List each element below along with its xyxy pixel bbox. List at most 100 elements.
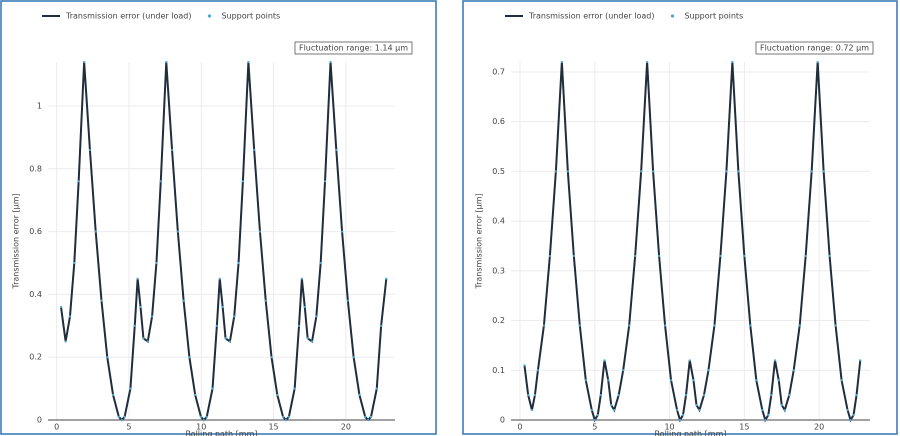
support-point — [590, 408, 593, 412]
support-point — [755, 379, 758, 382]
x-axis-label: Rolling path [mm] — [185, 430, 257, 436]
y-tick-label: 0.5 — [492, 167, 505, 176]
support-point — [767, 413, 770, 417]
support-point — [358, 393, 361, 396]
support-point — [155, 261, 158, 265]
support-point — [199, 415, 203, 418]
support-point — [834, 324, 837, 327]
x-tick-label: 15 — [268, 423, 278, 432]
support-point — [146, 340, 149, 343]
support-point — [202, 418, 205, 422]
x-tick-label: 0 — [54, 423, 59, 432]
support-point — [306, 337, 309, 340]
support-point — [657, 254, 661, 258]
support-point — [840, 379, 843, 382]
support-point — [695, 403, 698, 407]
support-point — [111, 393, 115, 396]
support-point — [142, 337, 145, 340]
x-axis-label: Rolling path [mm] — [654, 430, 726, 436]
support-point — [828, 254, 831, 258]
support-point — [287, 415, 290, 418]
support-point — [788, 394, 791, 397]
support-point — [783, 408, 786, 412]
y-tick-label: 0 — [37, 416, 42, 425]
support-point — [88, 148, 92, 152]
support-point — [73, 261, 76, 265]
support-point — [523, 364, 526, 367]
support-point — [151, 315, 154, 318]
support-point — [159, 180, 162, 183]
support-point — [237, 261, 240, 265]
support-point — [810, 170, 813, 173]
support-point — [205, 415, 208, 418]
support-point — [215, 324, 218, 327]
support-point — [599, 394, 602, 397]
support-point — [702, 394, 706, 397]
support-point — [622, 369, 625, 372]
legend-label: Support points — [221, 12, 280, 21]
support-point — [319, 261, 322, 265]
support-point — [264, 299, 267, 302]
support-point — [276, 393, 279, 396]
support-point — [846, 408, 849, 412]
y-tick-label: 0.2 — [492, 316, 505, 325]
support-point — [530, 408, 534, 412]
x-tick-label: 10 — [196, 423, 206, 432]
support-point — [593, 418, 596, 422]
support-point — [253, 148, 256, 152]
support-point — [536, 369, 540, 372]
support-point — [855, 394, 858, 397]
support-point — [859, 359, 862, 362]
legend-label: Support points — [684, 12, 743, 21]
legend-dot — [207, 14, 212, 18]
support-point — [584, 379, 587, 382]
y-tick-label: 0.7 — [492, 67, 505, 76]
x-tick-label: 10 — [664, 423, 674, 432]
support-point — [713, 324, 716, 327]
support-point — [554, 170, 557, 173]
annotation: Fluctuation range: 1.14 µm — [299, 44, 408, 53]
support-point — [385, 277, 388, 280]
x-tick-label: 15 — [739, 423, 749, 432]
support-point — [780, 403, 783, 407]
y-tick-label: 0.8 — [29, 164, 42, 173]
y-tick-label: 0.2 — [29, 353, 42, 362]
y-tick-label: 0.4 — [29, 290, 42, 299]
support-point — [270, 356, 273, 359]
support-point — [293, 387, 296, 390]
support-point — [123, 415, 126, 418]
support-point — [634, 254, 637, 258]
support-point — [684, 394, 688, 397]
support-point — [367, 418, 370, 422]
support-point — [646, 60, 649, 64]
support-point — [572, 254, 575, 258]
support-point — [129, 387, 132, 390]
support-point — [369, 415, 373, 418]
x-tick-label: 20 — [341, 423, 351, 432]
support-point — [707, 369, 710, 372]
support-point — [380, 324, 383, 327]
support-point — [764, 418, 767, 422]
support-point — [743, 254, 746, 258]
legend-label: Transmission error (under load) — [65, 12, 191, 21]
support-point — [761, 408, 764, 412]
support-point — [170, 148, 174, 152]
support-point — [849, 418, 852, 422]
support-point — [731, 60, 734, 64]
support-point — [613, 408, 616, 412]
support-point — [165, 60, 168, 64]
support-point — [323, 180, 327, 183]
support-point — [770, 394, 773, 397]
support-point — [527, 394, 530, 397]
support-point — [176, 230, 179, 233]
legend-dot — [670, 14, 675, 18]
support-point — [233, 315, 236, 318]
y-tick-label: 0.6 — [492, 117, 505, 126]
y-tick-label: 0.4 — [492, 217, 505, 226]
support-point — [375, 387, 378, 390]
support-point — [737, 170, 740, 173]
support-point — [798, 324, 801, 327]
panel — [462, 0, 898, 435]
support-point — [692, 379, 695, 382]
